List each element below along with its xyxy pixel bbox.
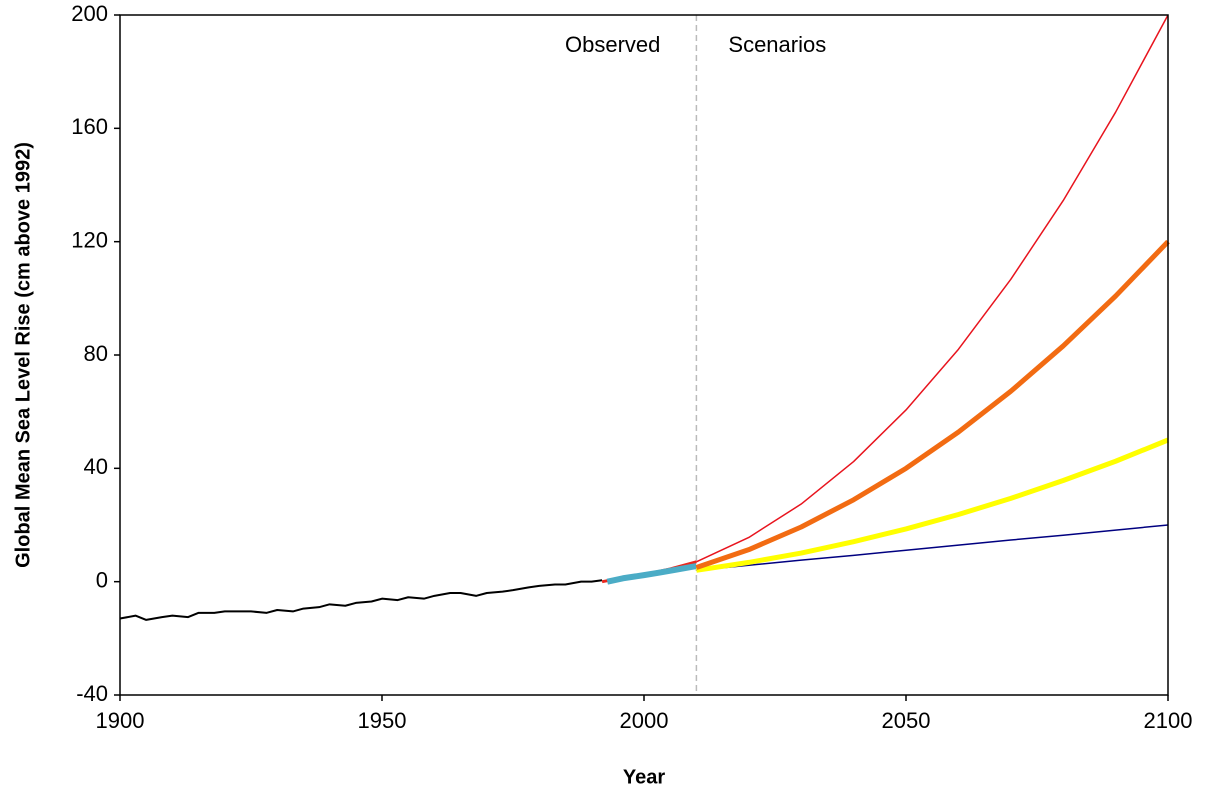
series-line [119, 579, 603, 621]
series-line [696, 524, 1169, 572]
x-tick-label: 2000 [620, 708, 669, 733]
y-tick-label: 200 [71, 1, 108, 26]
annotation: Observed [565, 32, 660, 57]
y-tick-label: -40 [76, 681, 108, 706]
series-line [695, 239, 1170, 570]
x-tick-label: 2050 [882, 708, 931, 733]
x-tick-label: 2100 [1144, 708, 1193, 733]
y-tick-label: 0 [96, 567, 108, 592]
annotation: Scenarios [728, 32, 826, 57]
y-axis-title: Global Mean Sea Level Rise (cm above 199… [12, 142, 34, 568]
x-axis-title: Year [623, 766, 665, 788]
y-tick-label: 120 [71, 227, 108, 252]
series-line [606, 563, 697, 585]
y-tick-label: 40 [84, 454, 108, 479]
series-line [696, 14, 1169, 563]
y-tick-label: 80 [84, 341, 108, 366]
series-line [696, 437, 1169, 573]
x-tick-label: 1900 [96, 708, 145, 733]
x-tick-label: 1950 [358, 708, 407, 733]
y-tick-label: 160 [71, 114, 108, 139]
plot-frame [119, 14, 1169, 696]
